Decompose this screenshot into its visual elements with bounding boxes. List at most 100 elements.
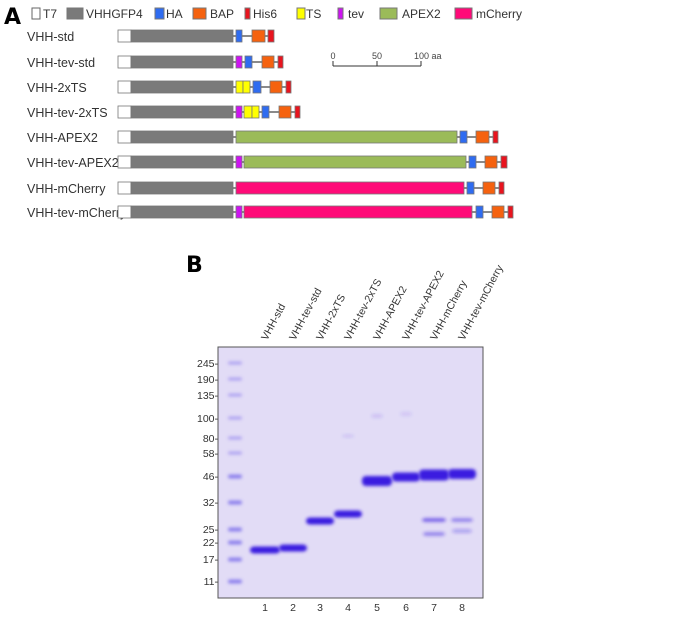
- protein-band: [306, 517, 334, 525]
- domain-mcherry: [243, 205, 473, 219]
- domain-t7: [117, 55, 132, 69]
- panel-b-label: B: [186, 253, 203, 278]
- construct-row: VHH-tev-2xTS: [27, 105, 301, 120]
- lane-number: 3: [317, 602, 323, 614]
- legend-label: T7: [43, 7, 57, 21]
- lane-number: 2: [290, 602, 296, 614]
- protein-band: [392, 472, 420, 482]
- mw-markers: 245- 190- 135- 100- 80- 58- 46- 32- 25-22- 17- 11-: [197, 358, 219, 588]
- gel-bands: [250, 412, 476, 554]
- domain-ts: [242, 80, 251, 94]
- domain-vhhgfp4: [130, 181, 234, 195]
- domain-bap: [251, 29, 266, 43]
- domain-t7: [117, 155, 132, 169]
- ladder-band: [228, 377, 242, 381]
- domain-vhhgfp4: [130, 55, 234, 69]
- construct-row: VHH-APEX2: [27, 130, 499, 145]
- legend-label: HA: [166, 7, 183, 21]
- lane-number: 6: [403, 602, 409, 614]
- construct-name: VHH-tev-APEX2: [27, 156, 119, 170]
- domain-ha: [466, 181, 475, 195]
- mw-marker-label: 100-: [197, 413, 219, 425]
- mw-marker-label: 11-: [204, 576, 219, 588]
- legend-label: BAP: [210, 7, 234, 21]
- protein-band: [419, 469, 449, 481]
- domain-his6: [294, 105, 301, 119]
- legend-swatch-apex2: [379, 7, 398, 20]
- domain-tev: [235, 105, 243, 119]
- ladder-band: [228, 416, 242, 420]
- construct-row: VHH-mCherry: [27, 181, 505, 196]
- lane-number: 1: [262, 602, 268, 614]
- domain-ha: [459, 130, 468, 144]
- lane-numbers: 1 2 3 4 5 6 7 8: [262, 602, 465, 614]
- domain-vhhgfp4: [130, 29, 234, 43]
- ladder-lane: [228, 361, 242, 584]
- legend-swatch-vhhgfp4: [66, 7, 84, 20]
- lane-number: 8: [459, 602, 465, 614]
- ladder-band: [228, 393, 242, 397]
- domain-vhhgfp4: [130, 155, 234, 169]
- domain-ha: [235, 29, 243, 43]
- domain-ts: [251, 105, 260, 119]
- construct-row: VHH-tev-std: [27, 55, 284, 70]
- domain-vhhgfp4: [130, 105, 234, 119]
- domain-bap: [491, 205, 505, 219]
- protein-band: [451, 518, 473, 522]
- domain-bap: [278, 105, 292, 119]
- domain-vhhgfp4: [130, 80, 234, 94]
- mw-marker-label: 22-: [203, 537, 219, 549]
- construct-name: VHH-APEX2: [27, 131, 98, 145]
- scale-tick-label: 100 aa: [414, 51, 442, 61]
- mw-marker-label: 58-: [203, 448, 219, 460]
- domain-t7: [117, 205, 132, 219]
- domain-t7: [117, 105, 132, 119]
- ladder-band: [228, 579, 242, 584]
- ladder-band: [228, 540, 242, 545]
- domain-bap: [484, 155, 498, 169]
- legend-swatch-t7: [31, 7, 41, 20]
- mw-marker-label: 25-: [203, 524, 219, 536]
- protein-band: [334, 510, 362, 518]
- domain-apex2: [243, 155, 467, 169]
- domain-his6: [492, 130, 499, 144]
- construct-row: VHH-std: [27, 29, 275, 44]
- domain-t7: [117, 80, 132, 94]
- scale-tick-label: 50: [372, 51, 382, 61]
- domain-t7: [117, 29, 132, 43]
- lane-labels: VHH-stdVHH-tev-stdVHH-2xTSVHH-tev-2xTSVH…: [259, 262, 506, 342]
- construct-name: VHH-tev-mCherry: [27, 206, 127, 220]
- domain-ha: [468, 155, 477, 169]
- domain-bap: [269, 80, 283, 94]
- domain-vhhgfp4: [130, 130, 234, 144]
- construct-name: VHH-tev-std: [27, 56, 95, 70]
- domain-his6: [507, 205, 514, 219]
- mw-marker-label: 80-: [203, 433, 219, 445]
- domain-bap: [261, 55, 275, 69]
- ladder-band: [228, 527, 242, 532]
- legend-label: APEX2: [402, 7, 441, 21]
- ladder-band: [228, 500, 242, 505]
- protein-band: [362, 476, 392, 486]
- protein-band: [279, 544, 307, 552]
- protein-band: [250, 546, 280, 554]
- domain-his6: [277, 55, 284, 69]
- legend-label: TS: [306, 7, 321, 21]
- domain-t7: [117, 181, 132, 195]
- domain-his6: [498, 181, 505, 195]
- mw-marker-label: 17-: [203, 554, 219, 566]
- construct-diagram: VHH-std VHH-tev-std VHH-2xTS VHH-tev-2xTS VH…: [27, 29, 514, 220]
- domain-his6: [285, 80, 292, 94]
- protein-band: [400, 412, 412, 416]
- construct-name: VHH-tev-2xTS: [27, 106, 108, 120]
- protein-band: [371, 414, 383, 418]
- domain-ts: [243, 105, 253, 119]
- legend-swatch-mcherry: [454, 7, 473, 20]
- domain-ha: [244, 55, 253, 69]
- scale-bar: 0 50 100 aa: [330, 51, 442, 67]
- mw-marker-label: 46-: [203, 471, 219, 483]
- panel-a-label: A: [4, 5, 21, 30]
- ladder-band: [228, 451, 242, 455]
